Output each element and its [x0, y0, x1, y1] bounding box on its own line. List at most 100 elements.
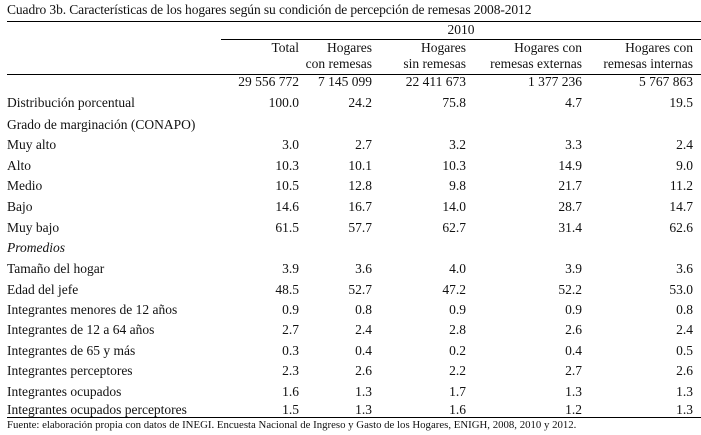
- table-cell: 9.8: [449, 178, 466, 193]
- row-label: Alto: [7, 158, 32, 173]
- row-label: Integrantes de 12 a 64 años: [7, 322, 155, 337]
- table-cell: 10.1: [348, 158, 372, 173]
- table-cell: 48.5: [275, 282, 299, 297]
- table-cell: 0.4: [355, 343, 372, 358]
- row-label: Integrantes menores de 12 años: [7, 302, 178, 317]
- table-cell: 1.3: [676, 384, 693, 399]
- table-row: Integrantes de 12 a 64 años 2.7 2.4 2.8 2.6 2…: [0, 322, 701, 342]
- table-cell: 2.6: [565, 322, 582, 337]
- table-cell: 19.5: [669, 95, 693, 110]
- table-row: Medio 10.5 12.8 9.8 21.7 11.2: [0, 178, 701, 198]
- row-label: Integrantes ocupados perceptores: [7, 402, 187, 417]
- table-cell: 3.2: [449, 137, 466, 152]
- row-label: Distribución porcentual: [7, 95, 135, 110]
- table-cell: 62.6: [669, 220, 693, 235]
- table-cell: 28.7: [558, 199, 582, 214]
- column-header-line2: con remesas: [305, 56, 372, 71]
- table-cell: 14.0: [442, 199, 466, 214]
- table-row: Edad del jefe 48.5 52.7 47.2 52.2 53.0: [0, 282, 701, 302]
- table-cell: 2.7: [282, 322, 299, 337]
- table-cell: 0.3: [282, 343, 299, 358]
- table-cell: 14.7: [669, 199, 693, 214]
- table-cell: 53.0: [669, 282, 693, 297]
- table-title: Cuadro 3b. Características de los hogare…: [7, 2, 532, 17]
- table-cell: 10.5: [275, 178, 299, 193]
- table-cell: 0.5: [676, 343, 693, 358]
- column-header-total: Total: [271, 40, 299, 56]
- column-header-line2: remesas internas: [603, 56, 693, 71]
- table-cell: 3.9: [565, 261, 582, 276]
- table-cell: 52.2: [558, 282, 582, 297]
- table-cell: 7 145 099: [318, 74, 372, 89]
- year-header: 2010: [447, 22, 475, 37]
- row-label: Edad del jefe: [7, 282, 79, 297]
- table-cell: 10.3: [442, 158, 466, 173]
- year-underline: [221, 39, 701, 40]
- table-cell: 12.8: [348, 178, 372, 193]
- column-header-line1: Hogares: [421, 40, 466, 55]
- table-cell: 52.7: [348, 282, 372, 297]
- row-label: Muy alto: [7, 137, 57, 152]
- table-cell: 57.7: [348, 220, 372, 235]
- table-cell: 2.8: [449, 322, 466, 337]
- column-header-con-remesas: Hogares con remesas: [306, 40, 372, 72]
- table-cell: 62.7: [442, 220, 466, 235]
- table-cell: 22 411 673: [405, 74, 466, 89]
- table-row: Integrantes de 65 y más 0.3 0.4 0.2 0.4 0.5: [0, 343, 701, 363]
- table-cell: 21.7: [558, 178, 582, 193]
- table-cell: 0.2: [449, 343, 466, 358]
- table-cell: 2.4: [676, 322, 693, 337]
- table-cell: 2.6: [676, 363, 693, 378]
- column-header-remesas-externas: Hogares con remesas externas: [490, 40, 582, 72]
- table-cell: 61.5: [275, 220, 299, 235]
- column-header-line1: Hogares con: [514, 40, 582, 55]
- table-row: Bajo 14.6 16.7 14.0 28.7 14.7: [0, 199, 701, 219]
- table-cell: 2.4: [676, 137, 693, 152]
- top-rule: [7, 21, 701, 23]
- table-cell: 0.9: [565, 302, 582, 317]
- table-cell: 1.2: [565, 402, 582, 417]
- column-header-line1: Hogares: [327, 40, 372, 55]
- row-label: Grado de marginación (CONAPO): [7, 117, 196, 132]
- bottom-rule: [7, 417, 701, 419]
- table-cell: 9.0: [676, 158, 693, 173]
- table-cell: 11.2: [669, 178, 693, 193]
- table-cell: 2.6: [355, 363, 372, 378]
- column-header-line2: remesas externas: [490, 56, 582, 71]
- table-cell: 14.9: [558, 158, 582, 173]
- row-label: Medio: [7, 178, 43, 193]
- table-row: Integrantes perceptores 2.3 2.6 2.2 2.7 2.6: [0, 363, 701, 383]
- table-cell: 47.2: [442, 282, 466, 297]
- table-row: Integrantes ocupados perceptores 1.5 1.3 1.…: [0, 402, 701, 422]
- table-cell: 31.4: [558, 220, 582, 235]
- column-header-remesas-internas: Hogares con remesas internas: [603, 40, 693, 72]
- table-row: Promedios: [0, 240, 701, 260]
- table-cell: 1.3: [355, 384, 372, 399]
- table-row: Muy bajo 61.5 57.7 62.7 31.4 62.6: [0, 220, 701, 240]
- table-cell: 1.3: [355, 402, 372, 417]
- source-note: Fuente: elaboración propia con datos de …: [7, 419, 577, 431]
- table-row: Grado de marginación (CONAPO): [0, 117, 701, 137]
- table-cell: 2.7: [355, 137, 372, 152]
- table-cell: 5 767 863: [639, 74, 693, 89]
- table-cell: 3.3: [565, 137, 582, 152]
- table-cell: 2.4: [355, 322, 372, 337]
- table-cell: 10.3: [275, 158, 299, 173]
- column-header-sin-remesas: Hogares sin remesas: [403, 40, 466, 72]
- table-cell: 100.0: [268, 95, 299, 110]
- header-rule: [7, 74, 701, 75]
- table-cell: 1.6: [282, 384, 299, 399]
- table-cell: 3.6: [355, 261, 372, 276]
- row-label: Muy bajo: [7, 220, 60, 235]
- table-cell: 29 556 772: [238, 74, 299, 89]
- row-label: Integrantes ocupados: [7, 384, 122, 399]
- table-cell: 24.2: [348, 95, 372, 110]
- table-cell: 1.3: [565, 384, 582, 399]
- table-row: 29 556 772 7 145 099 22 411 673 1 377 236 5 …: [0, 74, 701, 94]
- table-cell: 2.3: [282, 363, 299, 378]
- table-cell: 1.7: [449, 384, 466, 399]
- table-cell: 1.5: [282, 402, 299, 417]
- table-cell: 0.4: [565, 343, 582, 358]
- table-cell: 0.9: [282, 302, 299, 317]
- table-cell: 1.6: [449, 402, 466, 417]
